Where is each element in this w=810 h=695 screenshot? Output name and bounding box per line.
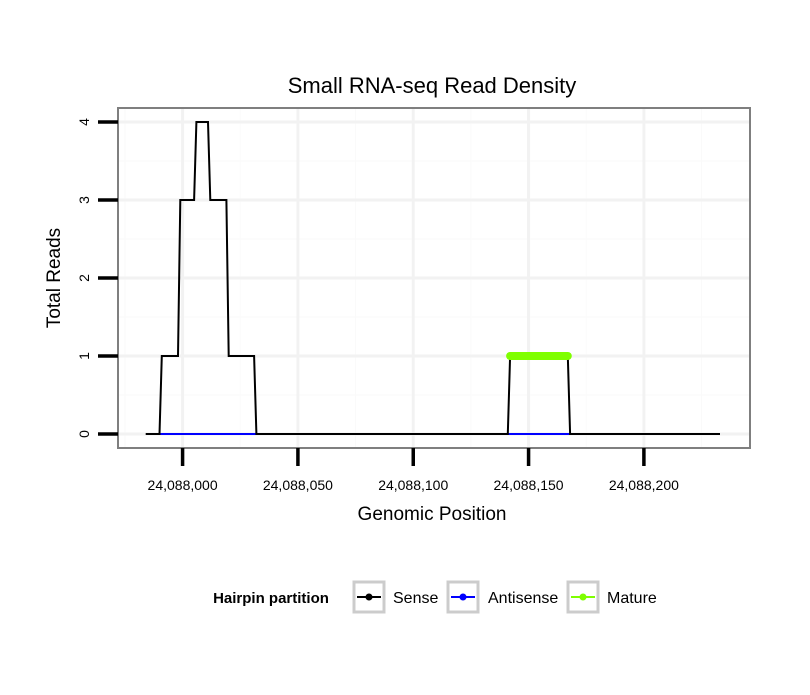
x-tick-label: 24,088,100: [378, 477, 448, 493]
legend-label-mature: Mature: [607, 590, 657, 607]
y-tick-label: 2: [76, 274, 92, 282]
y-tick-label: 3: [76, 196, 92, 204]
y-tick-label: 1: [76, 352, 92, 360]
series-layer: [145, 121, 720, 435]
legend-label-antisense: Antisense: [488, 590, 558, 607]
axes: 0 1 2 3 4 24,088,000 24,088,050 24,088,100 24,08…: [76, 118, 679, 493]
legend-item-antisense[interactable]: Antisense: [446, 580, 558, 614]
legend: Hairpin partition Sense Antisense Mature: [213, 580, 657, 614]
legend-title: Hairpin partition: [213, 590, 329, 607]
x-tick-label: 24,088,150: [494, 477, 564, 493]
x-tick-label: 24,088,200: [609, 477, 679, 493]
legend-label-sense: Sense: [393, 590, 438, 607]
x-tick-label: 24,088,000: [148, 477, 218, 493]
y-tick-label: 0: [76, 430, 92, 438]
chart-title: Small RNA-seq Read Density: [288, 73, 577, 98]
x-axis-label: Genomic Position: [358, 504, 507, 525]
x-tick-label: 24,088,050: [263, 477, 333, 493]
legend-point-antisense: [459, 593, 467, 601]
y-axis-label: Total Reads: [44, 228, 65, 328]
legend-item-sense[interactable]: Sense: [352, 580, 438, 614]
series-line-sense: [145, 121, 720, 435]
legend-point-sense: [365, 593, 373, 601]
y-tick-label: 4: [76, 118, 92, 126]
legend-point-mature: [579, 593, 587, 601]
legend-item-mature[interactable]: Mature: [566, 580, 657, 614]
